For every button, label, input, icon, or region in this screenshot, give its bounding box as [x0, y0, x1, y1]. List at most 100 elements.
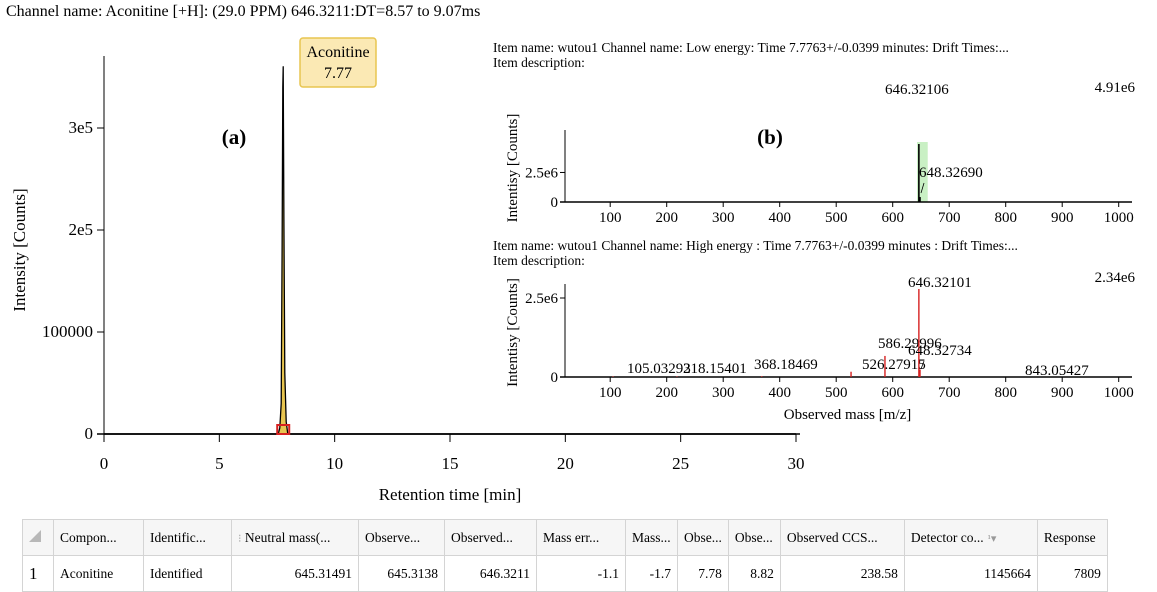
row-index: 1	[22, 555, 54, 592]
table-cell[interactable]: 8.82	[727, 555, 781, 592]
x-tick-label: 100	[599, 210, 622, 226]
low-energy-peaks: 646.32106 648.32690	[885, 82, 983, 202]
col-header[interactable]: Mass...	[625, 519, 678, 556]
col-header[interactable]: Observed...	[444, 519, 537, 556]
x-tick-label: 800	[994, 385, 1017, 401]
low-energy-axes: 100 200 300 400 500 600 700 800 900 1000 0 2.5e6Int…	[505, 80, 1135, 226]
col-header[interactable]: Obse...	[727, 519, 781, 556]
col-header[interactable]: Observed CCS...	[779, 519, 905, 556]
peak-label: 526.27915	[862, 357, 926, 373]
x-tick-label: 30	[788, 454, 805, 473]
table-cell[interactable]: -1.1	[536, 555, 626, 592]
y-tick-label: 2e5	[68, 220, 93, 239]
peak-label-leader	[920, 360, 925, 370]
col-header[interactable]: Response	[1036, 519, 1108, 556]
panel-label-a: (a)	[222, 125, 247, 149]
chromatogram-series	[103, 66, 797, 435]
peak-label: 648.32734	[908, 343, 972, 359]
peak-label-leader	[920, 182, 925, 194]
peak-label: 646.32106	[885, 82, 949, 98]
peak-label: 368.18469	[754, 357, 818, 373]
x-tick-label: 600	[881, 385, 904, 401]
col-header-label: Detector co...	[910, 529, 984, 545]
x-tick-label: 1000	[1104, 210, 1134, 226]
x-tick-label: 900	[1051, 385, 1074, 401]
peak-label: 586.29996	[878, 336, 942, 352]
x-tick-label: 900	[1051, 210, 1074, 226]
x-tick-label: 600	[881, 210, 904, 226]
y-tick-label: 0	[551, 195, 559, 211]
high-energy-item-name: Item name: wutou1 Channel name: High ene…	[493, 238, 1018, 253]
table-cell[interactable]: 646.3211	[444, 555, 537, 592]
peak-label-box: Aconitine 7.77	[299, 37, 377, 88]
y-tick-label: 2.5e6	[525, 165, 558, 181]
selection-highlight	[916, 142, 928, 202]
peak-label: 648.32690	[919, 165, 983, 181]
col-header[interactable]: Detector co... ¹▾	[903, 519, 1038, 556]
y-tick-label: 0	[85, 424, 94, 443]
x-tick-label: 300	[712, 385, 735, 401]
x-tick-label: 5	[215, 454, 224, 473]
y-axis-label: Intentisy [Counts]	[505, 114, 521, 223]
peak-label: 843.05427	[1025, 363, 1089, 379]
high-energy-spectrum: 100 200 300 400 500 600 700 800 900 1000 0 2.5e6Int…	[505, 270, 1136, 423]
col-header[interactable]: Identific...	[143, 519, 232, 556]
x-tick-label: 400	[768, 385, 791, 401]
peak-label-time: 7.77	[324, 65, 352, 82]
x-tick-label: 400	[768, 210, 791, 226]
y-tick-label: 100000	[42, 322, 93, 341]
low-energy-item-desc: Item description:	[493, 55, 585, 70]
x-tick-label: 500	[825, 385, 848, 401]
x-tick-label: 0	[100, 454, 109, 473]
y-tick-label: 0	[551, 370, 559, 386]
panel-label-b: (b)	[757, 125, 783, 149]
y-axis-label: Intensity [Counts]	[10, 188, 29, 311]
x-tick-label: 800	[994, 210, 1017, 226]
x-tick-label: 300	[712, 210, 735, 226]
peak-label: 646.32101	[908, 275, 972, 291]
x-axis-label: Observed mass [m/z]	[784, 407, 911, 423]
col-header[interactable]: Obse...	[677, 519, 729, 556]
peak-label-name: Aconitine	[306, 44, 369, 61]
table-header-row: Compon... Identific... ⁝ Neutral mass(..…	[22, 519, 1108, 556]
low-energy-item-name: Item name: wutou1 Channel name: Low ener…	[493, 40, 1009, 55]
table-cell[interactable]: -1.7	[625, 555, 678, 592]
x-tick-label: 15	[442, 454, 459, 473]
peak-label: 105.03293	[627, 361, 691, 377]
x-tick-label: 100	[599, 385, 622, 401]
low-energy-spectrum: 100 200 300 400 500 600 700 800 900 1000 0 2.5e6Int…	[505, 80, 1135, 226]
channel-title: Channel name: Aconitine [+H]: (29.0 PPM)…	[6, 3, 481, 20]
x-tick-label: 200	[655, 210, 678, 226]
table-cell[interactable]: 7.78	[677, 555, 729, 592]
peak-integration-marker	[276, 424, 291, 435]
max-intensity-label: 2.34e6	[1095, 270, 1136, 286]
x-tick-label: 500	[825, 210, 848, 226]
table-corner[interactable]	[22, 519, 54, 556]
x-tick-label: 200	[655, 385, 678, 401]
x-tick-label: 10	[326, 454, 343, 473]
col-header[interactable]: ⁝ Neutral mass(...	[231, 519, 359, 556]
column-resize-icon[interactable]: ⁝	[238, 532, 242, 545]
x-tick-label: 1000	[1104, 385, 1134, 401]
table-cell[interactable]: 645.31491	[231, 555, 359, 592]
y-axis-label: Intentisy [Counts]	[505, 278, 521, 387]
high-energy-item-desc: Item description:	[493, 253, 585, 268]
table-cell[interactable]: 7809	[1036, 555, 1108, 592]
table-cell[interactable]: 645.3138	[358, 555, 445, 592]
sort-descending-icon[interactable]: ¹▾	[987, 532, 997, 545]
col-header[interactable]: Observe...	[358, 519, 445, 556]
x-tick-label: 700	[938, 210, 961, 226]
table-cell[interactable]: 1145664	[903, 555, 1038, 592]
table-cell[interactable]: Aconitine	[53, 555, 144, 592]
table-cell[interactable]: Identified	[143, 555, 232, 592]
table-row[interactable]: 1 Aconitine Identified 645.31491 645.313…	[22, 555, 1108, 592]
x-axis-label: Retention time [min]	[379, 485, 522, 504]
y-tick-label: 2.5e6	[525, 291, 558, 307]
peak-label: 218.15401	[683, 361, 747, 377]
col-header[interactable]: Compon...	[53, 519, 144, 556]
table-cell[interactable]: 238.58	[779, 555, 905, 592]
select-all-icon	[29, 529, 41, 542]
col-header[interactable]: Mass err...	[536, 519, 626, 556]
